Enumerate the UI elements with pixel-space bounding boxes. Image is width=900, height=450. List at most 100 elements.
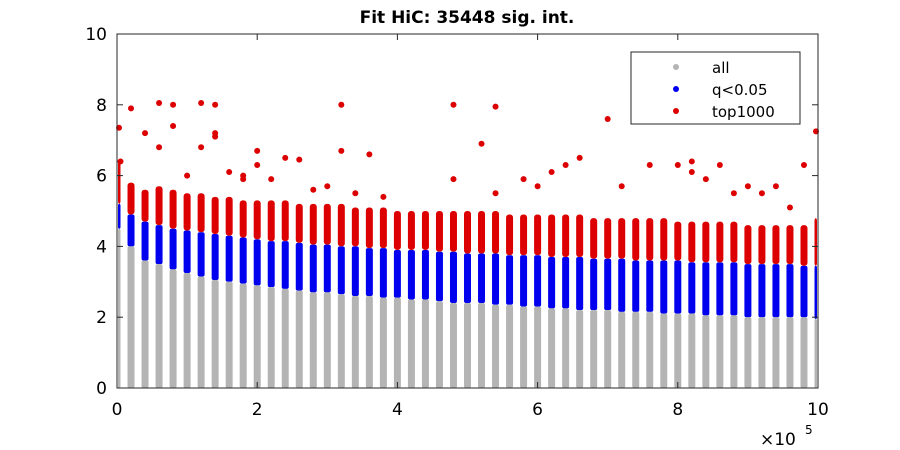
top1000-column: [281, 200, 289, 242]
top1000-point: [296, 156, 303, 163]
all-column: [197, 276, 205, 388]
all-column: [337, 294, 345, 388]
legend-label-top1000: top1000: [712, 103, 775, 121]
q-column: [786, 264, 794, 318]
top1000-point: [338, 147, 345, 154]
top1000-point: [688, 169, 695, 176]
all-column: [534, 306, 542, 388]
top1000-point: [772, 183, 779, 190]
top1000-point: [254, 161, 261, 168]
top1000-column: [688, 221, 696, 263]
top1000-point: [534, 183, 541, 190]
top1000-column: [674, 221, 682, 261]
q-column: [618, 258, 626, 312]
all-column: [365, 295, 373, 388]
x-multiplier: ×10 5: [760, 423, 813, 450]
top1000-column: [211, 196, 219, 235]
all-column: [253, 285, 261, 388]
legend-box: [630, 51, 801, 125]
top1000-point: [716, 161, 723, 168]
top1000-column: [155, 186, 163, 226]
top1000-column: [323, 203, 331, 245]
all-column: [225, 281, 233, 388]
y-tick-label: 10: [85, 25, 107, 45]
top1000-column: [520, 214, 528, 256]
top1000-column: [183, 193, 191, 231]
all-column: [632, 311, 640, 388]
y-tick-label: 0: [96, 379, 107, 399]
top1000-column: [506, 214, 514, 256]
top1000-column: [309, 203, 317, 245]
top1000-column: [814, 218, 817, 266]
q-column: [520, 255, 528, 307]
q-column: [674, 260, 682, 314]
x-tick-labels: 0 2 4 6 8 10: [112, 400, 829, 420]
x-tick-label: 6: [532, 400, 543, 420]
top1000-point: [576, 154, 583, 161]
all-column: [118, 228, 121, 388]
q-column: [688, 262, 696, 314]
all-column: [393, 297, 401, 388]
top1000-column: [618, 218, 626, 259]
all-column: [618, 311, 626, 388]
x-tick-label: 8: [672, 400, 683, 420]
top1000-column: [464, 211, 471, 254]
q-column: [253, 239, 261, 286]
q-column: [379, 248, 387, 298]
top1000-column: [337, 203, 345, 247]
y-tick-label: 2: [96, 308, 107, 328]
top1000-column: [660, 218, 668, 261]
q-column: [141, 221, 149, 261]
all-column: [421, 299, 429, 388]
top1000-point: [492, 190, 499, 197]
q-column: [323, 244, 331, 293]
top1000-column: [118, 161, 121, 204]
all-column: [211, 280, 219, 388]
top1000-point: [198, 144, 205, 151]
top1000-point: [674, 161, 681, 168]
top1000-column: [449, 211, 457, 252]
legend: all q<0.05 top1000: [630, 51, 801, 125]
all-column: [772, 317, 780, 388]
top1000-column: [393, 211, 401, 250]
y-tick-label: 8: [96, 96, 107, 116]
top1000-point: [478, 140, 485, 147]
q-column: [281, 241, 289, 289]
top1000-column: [267, 200, 275, 242]
x-tick-label: 0: [112, 400, 123, 420]
all-column: [730, 315, 738, 388]
all-column: [702, 315, 710, 388]
top1000-point: [492, 103, 499, 110]
all-column: [814, 318, 817, 388]
top1000-point: [618, 183, 625, 190]
q-column: [590, 258, 598, 311]
top1000-column: [758, 225, 766, 265]
y-tick-label: 6: [96, 167, 107, 187]
q-column: [118, 203, 121, 229]
all-column: [646, 311, 654, 388]
top1000-column: [744, 225, 752, 265]
top1000-point: [800, 161, 807, 168]
q-column: [730, 262, 738, 316]
q-column: [478, 253, 486, 304]
top1000-column: [576, 214, 584, 258]
top1000-point: [338, 101, 345, 108]
all-column: [169, 269, 177, 388]
all-column: [239, 283, 247, 388]
all-column: [800, 317, 808, 388]
all-column: [183, 272, 191, 388]
top1000-point: [548, 169, 555, 176]
q-column: [744, 264, 752, 318]
q-column: [800, 265, 808, 318]
chart-title: Fit HiC: 35448 sig. int.: [360, 8, 575, 28]
top1000-point: [450, 101, 457, 108]
top1000-column: [253, 200, 261, 240]
top1000-column: [646, 218, 654, 261]
q-column: [183, 230, 191, 273]
top1000-point: [352, 190, 359, 197]
top1000-column: [534, 214, 542, 256]
legend-marker-all: [673, 64, 679, 70]
legend-label-q: q<0.05: [712, 81, 768, 99]
top1000-point: [604, 115, 611, 122]
